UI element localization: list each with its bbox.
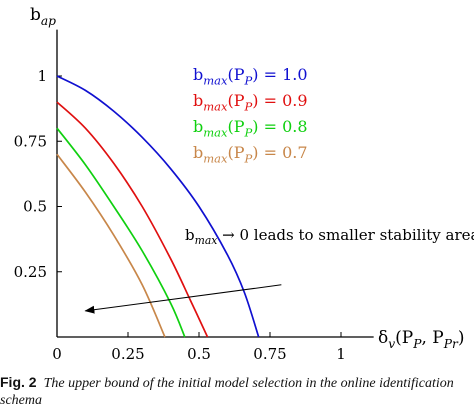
legend: bmax​(PP​) = 1.0 bmax​(PP​) = 0.9 bmax​(PP…: [193, 65, 308, 165]
y-tick-label: 1: [37, 67, 47, 85]
y-tick-label: 0.25: [14, 263, 47, 281]
x-tick-label: 1: [336, 345, 346, 363]
series-lines: [56, 75, 260, 338]
figure-caption: Fig. 2 The upper bound of the initial mo…: [0, 374, 474, 409]
legend-entry-1: bmax​(PP​) = 1.0: [193, 65, 308, 87]
y-tick-label: 0.5: [23, 198, 47, 216]
caption-label: Fig. 2: [0, 374, 37, 390]
series-line-2: [56, 101, 209, 338]
annotation: bmax​ → 0 leads to smaller stability are…: [84, 226, 474, 314]
annotation-text: bmax​ → 0 leads to smaller stability are…: [185, 226, 474, 247]
x-axis-label: δv​(PP​, PPr​): [378, 328, 464, 351]
chart: 0 0.25 0.5 0.75 1 0.25 0.5 0.75 1 bap​ δv​(PP​, PP…: [14, 5, 474, 363]
series-line-1: [56, 75, 260, 338]
axes: [56, 29, 374, 338]
y-axis-label: bap​: [30, 5, 56, 28]
x-tick-label: 0.5: [187, 345, 211, 363]
series-line-4: [56, 153, 166, 338]
series-line-3: [56, 127, 186, 338]
legend-entry-4: bmax​(PP​) = 0.7: [193, 143, 308, 165]
legend-entry-3: bmax​(PP​) = 0.8: [193, 117, 308, 139]
annotation-arrow: [84, 284, 282, 314]
caption-text: The upper bound of the initial model sel…: [0, 376, 454, 408]
x-tick-label: 0.75: [253, 345, 286, 363]
x-tick-label: 0.25: [111, 345, 144, 363]
x-tick-label: 0: [52, 345, 62, 363]
y-tick-label: 0.75: [14, 132, 47, 150]
tick-labels: 0 0.25 0.5 0.75 1 0.25 0.5 0.75 1 bap​ δv​(PP​, PP…: [14, 5, 465, 363]
legend-entry-2: bmax​(PP​) = 0.9: [193, 91, 308, 113]
